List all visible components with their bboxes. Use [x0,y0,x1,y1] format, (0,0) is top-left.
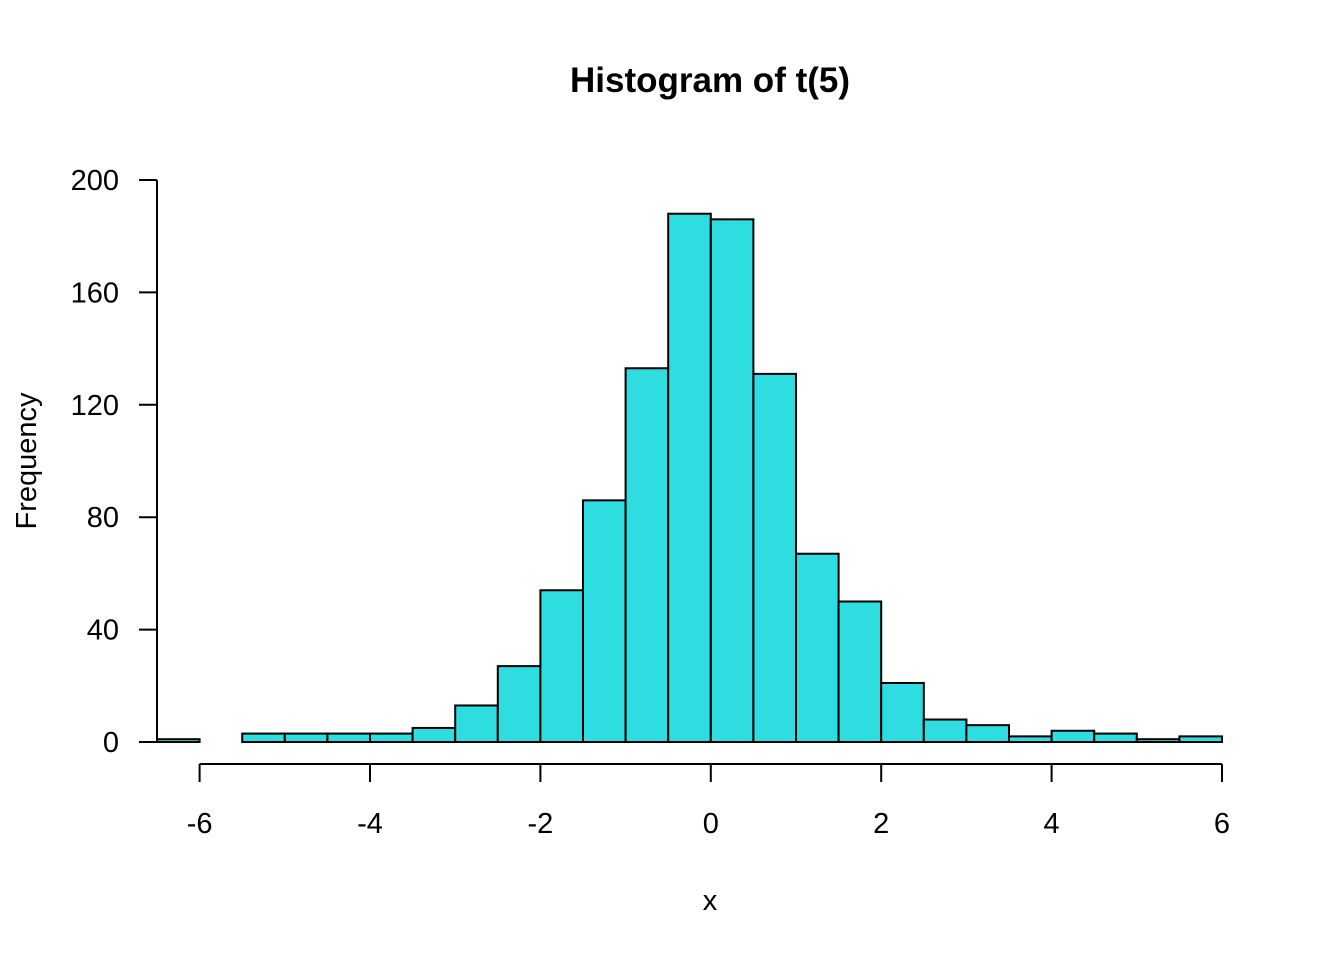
y-tick-label: 120 [71,390,119,422]
y-tick-label: 40 [87,615,119,647]
histogram-bar-12 [667,212,712,744]
x-tick-label: -2 [528,808,554,840]
histogram-bar-19 [965,724,1011,744]
y-axis: 0 40 80 120 160 200 [71,165,158,759]
x-tick-label: 0 [703,808,719,840]
x-tick-label: 2 [873,808,889,840]
histogram-bar-14 [752,372,798,743]
histogram-bar-16 [837,600,883,743]
y-axis-label: Frequency [11,392,43,530]
histogram-bars [156,212,1224,744]
histogram-bar-2 [241,732,286,744]
y-tick-label: 0 [103,727,119,759]
histogram-bar-17 [880,681,925,743]
histogram-bar-4 [326,732,371,744]
histogram-bar-21 [1050,729,1096,744]
histogram-bar-13 [709,218,755,743]
histogram-bar-22 [1093,732,1138,744]
histogram-bar-10 [582,499,627,743]
histogram-bar-15 [795,552,840,743]
histogram-bar-3 [283,732,329,744]
x-axis-label: x [703,885,718,917]
x-tick-label: -4 [357,808,383,840]
histogram-bar-7 [454,704,499,743]
histogram-bar-18 [922,718,968,744]
y-tick-label: 200 [71,165,119,197]
y-tick-label: 160 [71,277,119,309]
x-tick-label: -6 [187,808,213,840]
histogram-bar-23 [1135,738,1181,744]
x-axis: -6 -4 -2 0 2 4 6 [187,763,1230,840]
chart-title: Histogram of t(5) [570,61,850,100]
histogram-bar-6 [411,726,457,744]
y-tick-label: 80 [87,502,119,534]
histogram-bar-8 [496,665,542,744]
histogram-bar-24 [1178,735,1224,744]
x-tick-label: 4 [1044,808,1060,840]
x-tick-label: 6 [1214,808,1230,840]
histogram-bar-9 [539,589,585,744]
histogram-bar-11 [624,367,670,743]
histogram-bar-0 [156,738,201,744]
histogram-bar-20 [1008,735,1053,744]
histogram-bar-5 [369,732,414,744]
